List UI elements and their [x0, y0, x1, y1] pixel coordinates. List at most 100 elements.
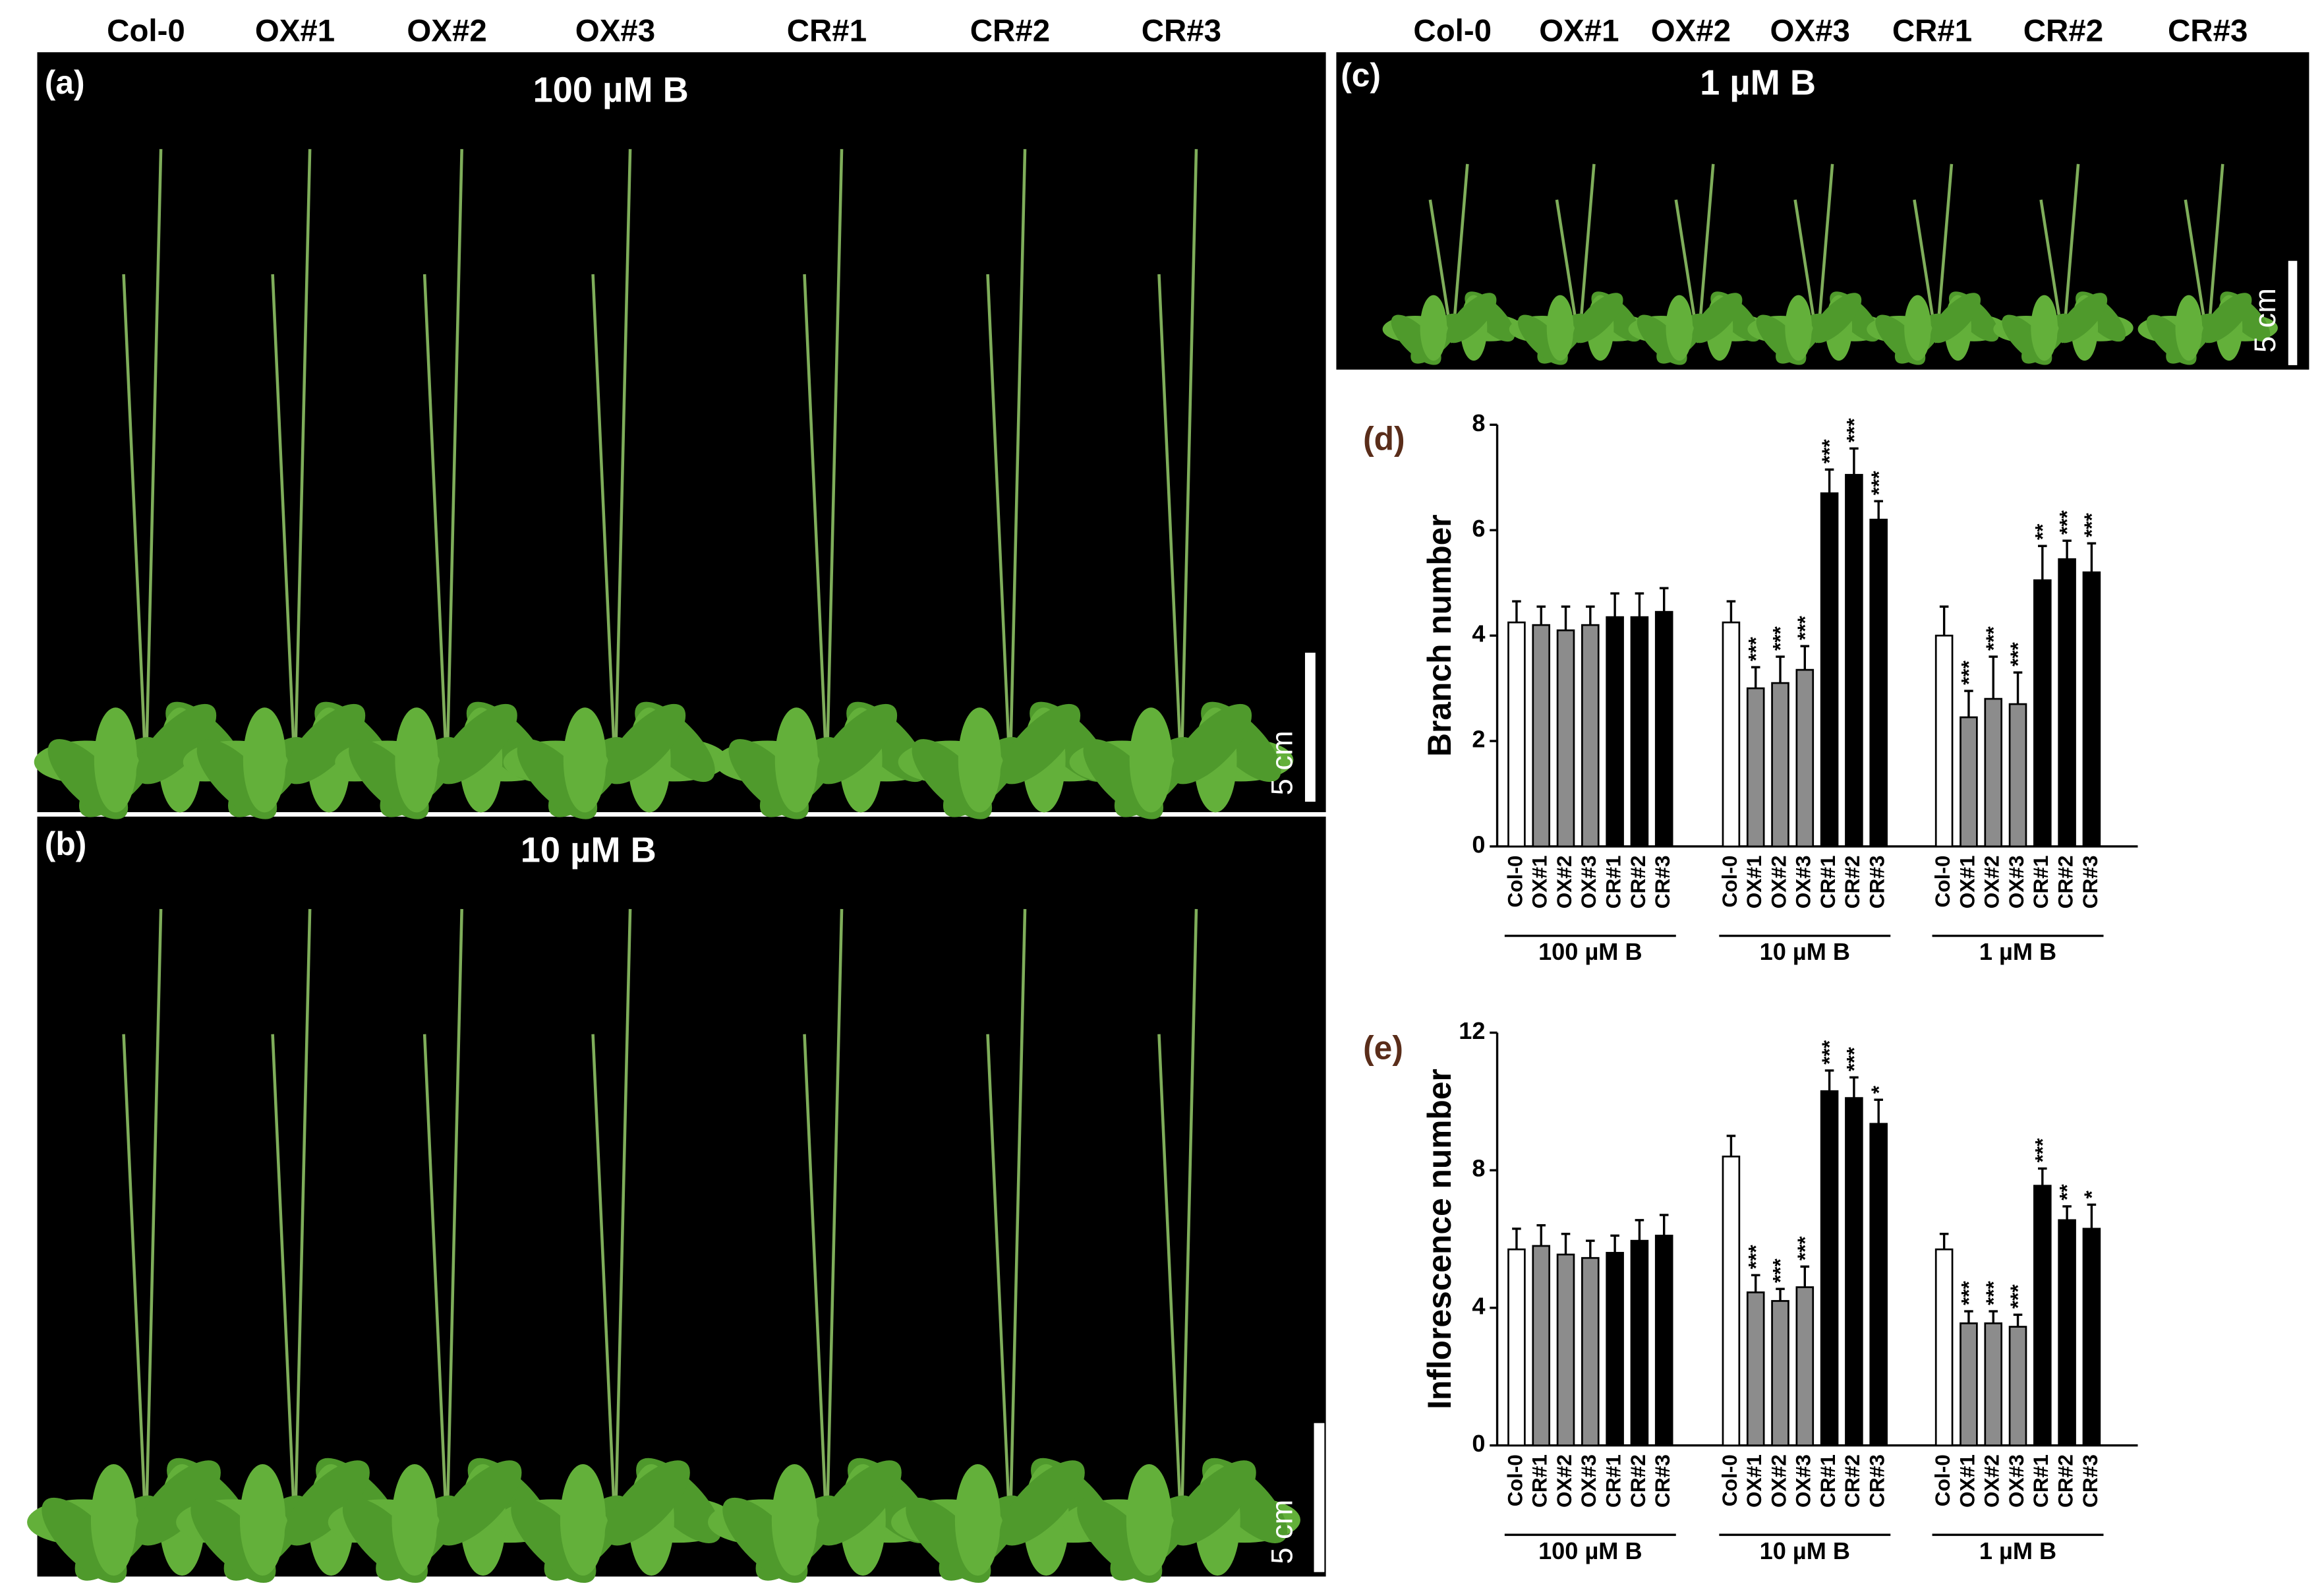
x-tick-label: OX#2 [1552, 856, 1576, 909]
bar [1654, 1234, 1673, 1446]
x-tick-label: OX#2 [1766, 1454, 1790, 1508]
y-tick-label: 2 [1472, 726, 1485, 753]
group-label: 100 µM B [1538, 1537, 1642, 1564]
stem [1008, 149, 1027, 775]
scale-label: 5 cm [1265, 1500, 1298, 1564]
stem [614, 908, 632, 1535]
bar [1934, 1248, 1954, 1446]
significance: *** [1981, 626, 2005, 651]
x-tick-label: Col-0 [1718, 1454, 1741, 1506]
leaf [285, 703, 366, 784]
column-label: Col-0 [107, 13, 185, 48]
x-tick-label: CR#1 [1816, 1454, 1840, 1508]
group-label: 10 µM B [1760, 938, 1850, 965]
leaf [437, 703, 517, 784]
y-axis-title: Inflorescence number [1421, 1069, 1458, 1409]
significance: *** [1768, 626, 1792, 651]
stem [122, 274, 148, 775]
significance: *** [2055, 510, 2079, 535]
stem [144, 149, 163, 775]
panel-title: 100 µM B [533, 71, 689, 110]
leaf [436, 1460, 522, 1546]
leaf [1904, 295, 1931, 361]
column-label: OX#2 [407, 13, 486, 48]
bar [2033, 1185, 2052, 1446]
plants [27, 149, 2278, 1583]
group-label: 1 µM B [1979, 1537, 2056, 1564]
bar [1722, 1155, 1741, 1446]
leaf [243, 707, 286, 813]
y-tick-label: 4 [1472, 1292, 1485, 1319]
x-tick-label: OX#3 [1791, 856, 1815, 909]
stem [803, 274, 828, 775]
y-tick-label: 8 [1472, 1155, 1485, 1182]
leaf [563, 707, 606, 813]
bar [1654, 610, 1673, 848]
y-tick-label: 8 [1472, 409, 1485, 436]
stem [2062, 163, 2080, 343]
x-tick-label: CR#2 [1626, 856, 1650, 909]
panel-label: (b) [45, 825, 86, 862]
scale-label: 5 cm [2248, 288, 2282, 353]
leaf [1126, 1464, 1172, 1576]
scale-label: 5 cm [1265, 730, 1298, 795]
bar [1722, 621, 1741, 848]
stem [1816, 163, 1834, 343]
stem [271, 274, 297, 775]
stem [591, 274, 617, 775]
leaf [771, 1464, 818, 1576]
bar [1556, 1253, 1575, 1446]
column-label: OX#3 [575, 13, 655, 48]
column-label: CR#3 [2168, 13, 2248, 48]
stem [1935, 163, 1954, 343]
y-tick-label: 12 [1459, 1017, 1485, 1044]
y-tick-label: 0 [1472, 831, 1485, 858]
leaf [284, 1460, 370, 1546]
significance: *** [1768, 1258, 1792, 1284]
bar [1630, 616, 1649, 848]
stem [122, 1034, 148, 1535]
x-tick-label: OX#2 [1980, 856, 2004, 909]
bar [1532, 624, 1551, 848]
y-tick-label: 6 [1472, 515, 1485, 542]
bar [1845, 1097, 1863, 1446]
leaf [774, 707, 818, 813]
leaf [1446, 293, 1497, 343]
x-tick-label: OX#3 [1791, 1454, 1815, 1508]
x-tick-label: CR#3 [2078, 856, 2102, 909]
x-tick-label: CR#3 [1650, 856, 1674, 909]
bar [1845, 473, 1863, 848]
leaf [2201, 293, 2252, 343]
x-tick-label: CR#1 [1816, 856, 1840, 909]
panel-label: (a) [45, 64, 85, 101]
leaf [605, 703, 686, 784]
leaf [958, 707, 1001, 813]
leaf [604, 1460, 690, 1546]
x-tick-label: CR#3 [1865, 856, 1889, 909]
x-tick-label: CR#2 [2053, 856, 2077, 909]
x-tick-label: OX#2 [1552, 1454, 1576, 1508]
x-tick-label: Col-0 [1931, 1454, 1954, 1506]
column-label: OX#1 [255, 13, 335, 48]
leaf [1692, 293, 1743, 343]
y-tick-label: 4 [1472, 620, 1485, 647]
bar [2008, 1326, 2027, 1446]
column-label: CR#2 [2023, 13, 2103, 48]
stem [614, 149, 632, 775]
stem [986, 274, 1012, 775]
significance: *** [1867, 471, 1890, 496]
leaf [1171, 1460, 1256, 1546]
stem [1180, 149, 1198, 775]
bar [2082, 1227, 2101, 1446]
leaf [94, 707, 137, 813]
x-tick-label: OX#1 [1742, 856, 1766, 909]
stem [1008, 908, 1027, 1535]
stem [293, 149, 312, 775]
significance: *** [1743, 636, 1767, 661]
leaf [1573, 293, 1623, 343]
leaf [954, 1464, 1001, 1576]
stem [271, 1034, 297, 1535]
significance: *** [2030, 1138, 2054, 1163]
column-label: CR#1 [787, 13, 867, 48]
